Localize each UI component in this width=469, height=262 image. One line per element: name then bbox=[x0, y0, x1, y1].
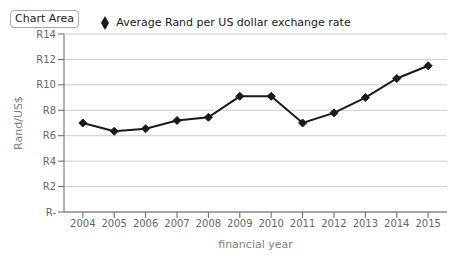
svg-text:2010: 2010 bbox=[258, 218, 283, 229]
svg-text:R12: R12 bbox=[36, 54, 56, 65]
svg-text:Rand/US$: Rand/US$ bbox=[12, 96, 25, 150]
svg-text:2005: 2005 bbox=[102, 218, 127, 229]
svg-text:2008: 2008 bbox=[196, 218, 221, 229]
html-text:Chart Area: Chart Area bbox=[15, 12, 74, 25]
svg-text:R6: R6 bbox=[43, 130, 56, 141]
svg-text:R14: R14 bbox=[36, 29, 56, 40]
svg-text:2006: 2006 bbox=[133, 218, 158, 229]
svg-text:R2: R2 bbox=[43, 181, 56, 192]
svg-text:R10: R10 bbox=[36, 79, 56, 90]
html-text:Average Rand per US dollar exc: Average Rand per US dollar exchange rate bbox=[116, 16, 351, 29]
svg-text:R-: R- bbox=[46, 207, 57, 218]
svg-text:2012: 2012 bbox=[321, 218, 346, 229]
svg-text:2004: 2004 bbox=[70, 218, 95, 229]
svg-text:financial year: financial year bbox=[218, 238, 293, 251]
svg-text:2007: 2007 bbox=[164, 218, 189, 229]
svg-text:2011: 2011 bbox=[290, 218, 315, 229]
svg-text:2009: 2009 bbox=[227, 218, 252, 229]
svg-text:R8: R8 bbox=[43, 105, 56, 116]
svg-text:2015: 2015 bbox=[415, 218, 440, 229]
svg-text:2014: 2014 bbox=[384, 218, 409, 229]
svg-text:R4: R4 bbox=[43, 156, 56, 167]
svg-text:2013: 2013 bbox=[353, 218, 378, 229]
